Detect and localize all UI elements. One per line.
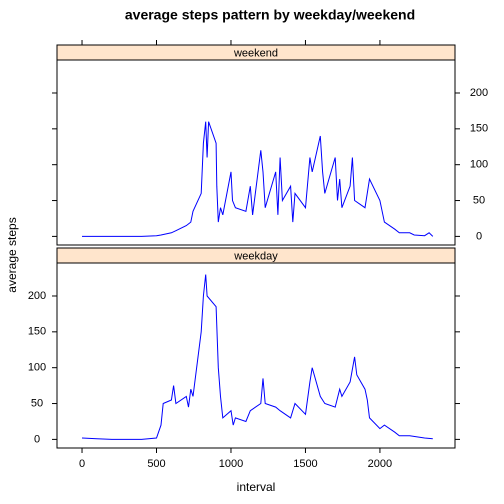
- y-tick-label: 200: [470, 87, 488, 99]
- y-tick-label: 150: [28, 326, 46, 338]
- x-tick-label: 0: [79, 458, 85, 470]
- line: [82, 121, 434, 237]
- x-tick-label: 2000: [368, 458, 392, 470]
- y-tick-label: 200: [28, 290, 46, 302]
- panel-frame: [56, 262, 456, 449]
- panel-frame: [56, 59, 456, 246]
- y-tick-label: 100: [470, 159, 488, 171]
- x-tick-label: 500: [147, 458, 165, 470]
- strip-label: weekday: [233, 250, 278, 262]
- y-tick-label: 100: [28, 362, 46, 374]
- y-tick-label: 0: [476, 230, 482, 242]
- y-tick-label: 50: [31, 397, 43, 409]
- y-tick-label: 50: [473, 194, 485, 206]
- y-tick-label: 0: [34, 433, 40, 445]
- x-tick-label: 1000: [219, 458, 243, 470]
- x-axis-label: interval: [237, 480, 276, 494]
- y-axis-label: average steps: [5, 217, 19, 292]
- strip-label: weekend: [233, 47, 278, 59]
- line: [81, 274, 433, 440]
- chart-title: average steps pattern by weekday/weekend: [125, 7, 415, 23]
- y-tick-label: 150: [470, 123, 488, 135]
- x-tick-label: 1500: [293, 458, 317, 470]
